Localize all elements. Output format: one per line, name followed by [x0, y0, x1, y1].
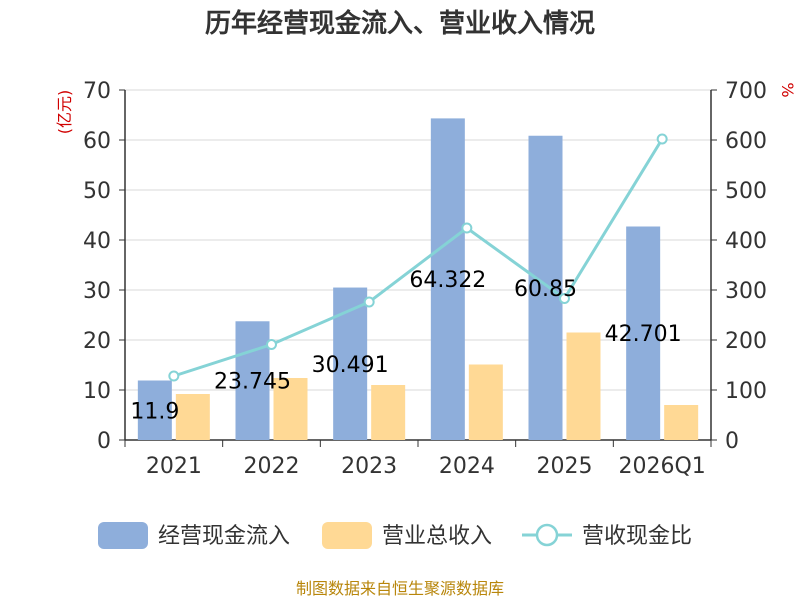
data-label: 30.491 — [312, 353, 389, 378]
bar-revenue — [468, 364, 503, 440]
bar-revenue — [566, 332, 601, 440]
right-tick-label: 500 — [725, 179, 767, 204]
grid — [125, 89, 711, 391]
bar-revenue — [371, 385, 406, 440]
bar-cash-inflow — [626, 226, 661, 440]
legend: 经营现金流入 营业总收入 营收现金比 — [98, 522, 692, 549]
legend-label-revenue: 营业总收入 — [382, 524, 492, 549]
x-tick-label: 2022 — [244, 454, 300, 479]
ratio-point — [266, 339, 277, 350]
left-tick-label: 70 — [83, 79, 111, 104]
bar-cash-inflow — [333, 287, 368, 440]
bar-cash-inflow — [235, 321, 270, 440]
right-tick-label: 100 — [725, 379, 767, 404]
left-tick-label: 30 — [83, 279, 111, 304]
bar-cash-inflow — [137, 380, 172, 440]
right-tick-label: 300 — [725, 279, 767, 304]
ratio-point — [168, 370, 180, 382]
right-tick-label: 200 — [725, 329, 767, 354]
chart-title: 历年经营现金流入、营业收入情况 — [205, 8, 595, 39]
right-axis-unit: % — [778, 82, 797, 97]
ratio-line-path — [173, 138, 664, 378]
ratio-point — [559, 293, 570, 304]
data-label: 64.322 — [409, 268, 486, 293]
bar-revenue — [664, 405, 699, 440]
data-label: 11.9 — [130, 399, 179, 424]
x-tick-label: 2025 — [537, 454, 593, 479]
bars — [137, 118, 699, 440]
x-tick-label: 2024 — [439, 454, 495, 479]
left-tick-label: 0 — [97, 429, 111, 454]
data-labels: 11.9 23.745 30.491 64.322 60.85 42.701 — [130, 268, 681, 424]
right-tick-label: 0 — [725, 429, 739, 454]
left-tick-label: 60 — [83, 129, 111, 154]
left-tick-label: 50 — [83, 179, 111, 204]
left-tick-label: 20 — [83, 329, 111, 354]
ratio-line — [168, 133, 668, 382]
ratio-point — [363, 296, 375, 308]
ratio-point — [461, 222, 473, 234]
legend-swatch-revenue — [322, 522, 372, 549]
legend-swatch-cash-inflow — [98, 522, 148, 549]
axes: 0102030405060700100200300400500600700202… — [83, 79, 767, 479]
bar-cash-inflow — [528, 135, 563, 440]
bar-cash-inflow — [430, 118, 465, 440]
data-label: 23.745 — [214, 370, 291, 395]
right-tick-label: 400 — [725, 229, 767, 254]
left-axis-unit: (亿元) — [55, 90, 74, 135]
legend-label-cash-inflow: 经营现金流入 — [158, 524, 290, 549]
left-tick-label: 10 — [83, 379, 111, 404]
left-tick-label: 40 — [83, 229, 111, 254]
legend-swatch-ratio-marker — [535, 523, 559, 547]
bar-revenue — [175, 394, 210, 440]
data-label: 60.85 — [514, 277, 577, 302]
legend-label-ratio: 营收现金比 — [582, 524, 692, 549]
x-tick-label: 2021 — [146, 454, 202, 479]
data-label: 42.701 — [605, 322, 682, 347]
x-tick-label: 2026Q1 — [619, 454, 706, 479]
right-tick-label: 700 — [725, 79, 767, 104]
ratio-point — [656, 133, 668, 145]
bar-revenue — [273, 378, 308, 440]
source-note: 制图数据来自恒生聚源数据库 — [296, 579, 504, 598]
x-tick-label: 2023 — [341, 454, 397, 479]
right-tick-label: 600 — [725, 129, 767, 154]
